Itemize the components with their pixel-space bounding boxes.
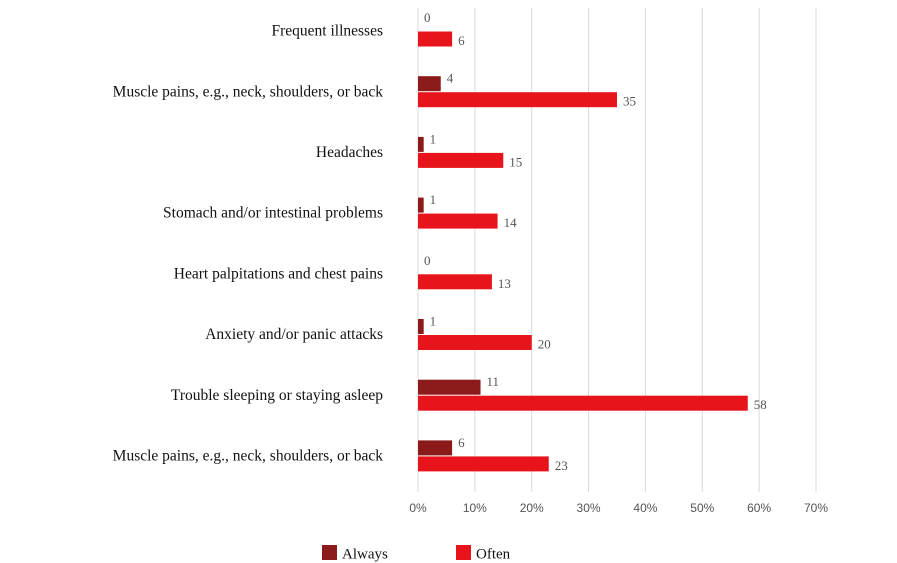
legend-swatch	[456, 545, 471, 560]
legend-label: Always	[342, 546, 388, 562]
category-label: Muscle pains, e.g., neck, shoulders, or …	[113, 447, 384, 464]
bar	[418, 213, 498, 229]
bar	[418, 76, 441, 92]
data-label: 35	[623, 94, 636, 109]
category-label: Trouble sleeping or staying asleep	[171, 387, 383, 404]
data-label: 13	[498, 276, 511, 291]
category-label: Frequent illnesses	[272, 23, 384, 40]
category-label: Muscle pains, e.g., neck, shoulders, or …	[113, 83, 384, 100]
x-tick-label: 40%	[633, 501, 657, 515]
data-label: 0	[424, 10, 431, 25]
bar	[418, 31, 453, 47]
data-label: 11	[487, 374, 500, 389]
legend-swatch	[322, 545, 337, 560]
data-label: 6	[458, 33, 465, 48]
data-label: 1	[430, 131, 437, 146]
bar	[418, 136, 424, 152]
bar	[418, 152, 504, 168]
bar	[418, 335, 532, 350]
x-tick-label: 50%	[690, 501, 714, 515]
bar	[418, 197, 424, 213]
bar	[418, 440, 453, 456]
category-label: Heart palpitations and chest pains	[174, 265, 383, 282]
bar	[418, 395, 748, 411]
data-label: 6	[458, 435, 465, 450]
x-tick-label: 30%	[577, 501, 601, 515]
category-label: Stomach and/or intestinal problems	[163, 205, 383, 222]
bar	[418, 274, 492, 290]
data-label: 58	[754, 397, 767, 412]
data-label: 1	[430, 192, 437, 207]
bar	[418, 456, 549, 472]
x-tick-label: 70%	[804, 501, 828, 515]
data-label: 23	[555, 458, 568, 473]
data-label: 4	[447, 71, 454, 86]
data-label: 15	[509, 154, 522, 169]
data-label: 0	[424, 253, 431, 268]
bar	[418, 92, 617, 108]
data-label: 14	[504, 215, 517, 230]
bar	[418, 319, 424, 334]
legend-label: Often	[476, 546, 511, 562]
bar	[418, 379, 481, 395]
data-label: 1	[430, 313, 437, 328]
category-label: Headaches	[316, 144, 383, 161]
x-tick-label: 10%	[463, 501, 487, 515]
x-tick-label: 0%	[409, 501, 427, 515]
x-tick-label: 60%	[747, 501, 771, 515]
x-tick-label: 20%	[520, 501, 544, 515]
category-label: Anxiety and/or panic attacks	[205, 326, 383, 343]
data-label: 20	[538, 336, 551, 351]
